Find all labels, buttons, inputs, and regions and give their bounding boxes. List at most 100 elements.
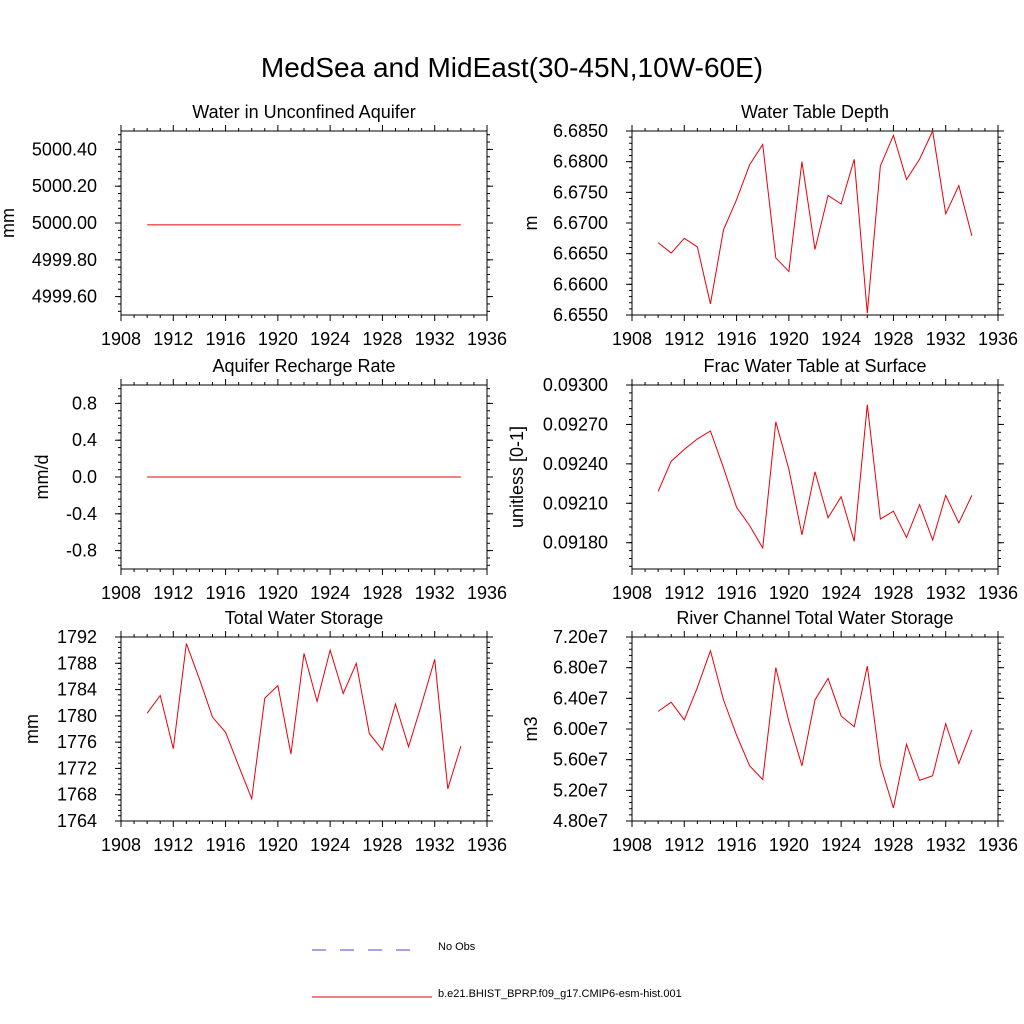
x-tick-label: 1920 <box>769 835 809 855</box>
series-line <box>657 649 973 809</box>
plot-title: Aquifer Recharge Rate <box>212 356 395 376</box>
y-axis-label: mm/d <box>32 455 52 500</box>
y-tick-label: -0.8 <box>66 541 97 561</box>
x-tick-label: 1916 <box>206 329 246 349</box>
x-tick-label: 1928 <box>362 835 402 855</box>
y-tick-label: 0.09210 <box>543 493 608 513</box>
plot-frame <box>631 384 999 570</box>
series-line <box>657 129 973 314</box>
y-tick-label: 1784 <box>57 680 97 700</box>
y-tick-label: 5000.00 <box>32 213 97 233</box>
x-tick-label: 1912 <box>153 329 193 349</box>
x-tick-label: 1932 <box>926 835 966 855</box>
legend-obs-label: No Obs <box>438 941 476 953</box>
y-tick-label: 7.20e7 <box>553 627 608 647</box>
y-tick-label: 0.09240 <box>543 454 608 474</box>
x-tick-label: 1924 <box>821 835 861 855</box>
x-tick-label: 1936 <box>978 583 1018 603</box>
y-tick-label: 6.6800 <box>553 152 608 172</box>
x-tick-label: 1908 <box>612 583 652 603</box>
x-tick-label: 1924 <box>310 329 350 349</box>
y-tick-label: 1792 <box>57 627 97 647</box>
x-tick-label: 1936 <box>978 329 1018 349</box>
x-tick-label: 1908 <box>101 329 141 349</box>
y-tick-label: 6.80e7 <box>553 658 608 678</box>
y-tick-label: 5.60e7 <box>553 750 608 770</box>
x-tick-label: 1936 <box>467 835 507 855</box>
x-tick-label: 1936 <box>978 835 1018 855</box>
y-axis-label: mm <box>22 714 42 744</box>
y-tick-label: 0.0 <box>72 467 97 487</box>
x-tick-label: 1928 <box>873 835 913 855</box>
y-tick-label: 1788 <box>57 653 97 673</box>
plot-frame <box>631 130 999 316</box>
y-tick-label: 5.20e7 <box>553 780 608 800</box>
x-tick-label: 1912 <box>153 835 193 855</box>
y-axis-label: mm <box>0 208 18 238</box>
y-tick-label: 6.6750 <box>553 182 608 202</box>
y-tick-label: 1768 <box>57 785 97 805</box>
x-tick-label: 1924 <box>310 835 350 855</box>
x-tick-label: 1916 <box>206 583 246 603</box>
x-tick-label: 1932 <box>415 583 455 603</box>
series-line <box>657 404 973 550</box>
x-tick-label: 1908 <box>612 835 652 855</box>
x-tick-label: 1936 <box>467 583 507 603</box>
x-tick-label: 1912 <box>153 583 193 603</box>
x-tick-label: 1916 <box>717 329 757 349</box>
y-tick-label: 1764 <box>57 811 97 831</box>
y-tick-label: 6.00e7 <box>553 719 608 739</box>
y-tick-label: 6.6850 <box>553 121 608 141</box>
x-tick-label: 1924 <box>310 583 350 603</box>
y-tick-label: 4999.60 <box>32 287 97 307</box>
y-tick-label: 4.80e7 <box>553 811 608 831</box>
x-tick-label: 1908 <box>101 583 141 603</box>
x-tick-label: 1936 <box>467 329 507 349</box>
y-tick-label: -0.4 <box>66 504 97 524</box>
plot-title: Water Table Depth <box>741 102 889 122</box>
legend-model-swatch <box>312 996 432 998</box>
legend-model-label: b.e21.BHIST_BPRP.f09_g17.CMIP6-esm-hist.… <box>438 988 682 1000</box>
x-tick-label: 1932 <box>415 835 455 855</box>
y-tick-label: 1776 <box>57 732 97 752</box>
y-tick-label: 1772 <box>57 758 97 778</box>
x-tick-label: 1932 <box>926 329 966 349</box>
x-tick-label: 1924 <box>821 329 861 349</box>
y-axis-label: unitless [0-1] <box>507 426 527 528</box>
x-tick-label: 1920 <box>769 329 809 349</box>
y-tick-label: 6.6550 <box>553 305 608 325</box>
y-tick-label: 6.6600 <box>553 274 608 294</box>
plot-title: Total Water Storage <box>225 608 383 628</box>
x-tick-label: 1912 <box>664 583 704 603</box>
x-tick-label: 1912 <box>664 329 704 349</box>
y-tick-label: 6.40e7 <box>553 688 608 708</box>
y-tick-label: 4999.80 <box>32 250 97 270</box>
plot-frame <box>120 130 488 316</box>
y-tick-label: 0.4 <box>72 430 97 450</box>
y-tick-label: 6.6650 <box>553 244 608 264</box>
x-tick-label: 1916 <box>717 583 757 603</box>
x-tick-label: 1932 <box>926 583 966 603</box>
y-tick-label: 0.8 <box>72 393 97 413</box>
x-tick-label: 1928 <box>873 583 913 603</box>
y-axis-label: m <box>521 216 541 231</box>
x-tick-label: 1916 <box>717 835 757 855</box>
x-tick-label: 1916 <box>206 835 246 855</box>
y-axis-label: m3 <box>521 716 541 741</box>
x-tick-label: 1920 <box>769 583 809 603</box>
x-tick-label: 1908 <box>101 835 141 855</box>
y-tick-label: 6.6700 <box>553 213 608 233</box>
y-tick-label: 0.09300 <box>543 375 608 395</box>
x-tick-label: 1924 <box>821 583 861 603</box>
y-tick-label: 5000.20 <box>32 176 97 196</box>
x-tick-label: 1928 <box>362 583 402 603</box>
plot-title: Water in Unconfined Aquifer <box>192 102 415 122</box>
legend-obs-swatch <box>312 949 418 951</box>
y-tick-label: 5000.40 <box>32 139 97 159</box>
x-tick-label: 1928 <box>873 329 913 349</box>
y-tick-label: 1780 <box>57 706 97 726</box>
plot-frame <box>631 636 999 822</box>
y-tick-label: 0.09180 <box>543 533 608 553</box>
x-tick-label: 1920 <box>258 583 298 603</box>
